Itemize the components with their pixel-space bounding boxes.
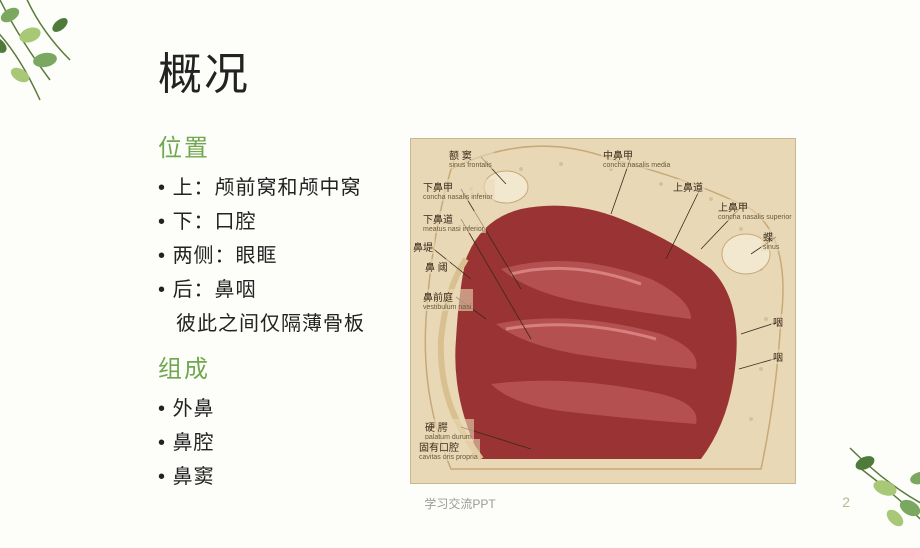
content-block: 位置 上：颅前窝和颅中窝 下：口腔 两侧：眼眶 后：鼻咽 彼此之间仅隔薄骨板 组… <box>158 120 408 494</box>
anatomy-diagram: 额 窦sinus frontalis 中鼻甲concha nasalis medi… <box>410 138 796 484</box>
anatomy-label: 上鼻道 <box>671 179 705 194</box>
anatomy-label: 中鼻甲concha nasalis media <box>601 147 672 169</box>
footer-text: 学习交流PPT <box>424 495 495 512</box>
anatomy-label: 硬 腭palatum durum <box>423 419 474 441</box>
composition-list: 外鼻 鼻腔 鼻窦 <box>158 392 408 494</box>
anatomy-label: 下鼻甲concha nasalis inferior <box>421 179 495 201</box>
position-item: 后：鼻咽 <box>158 273 408 307</box>
leaf-decoration-bottom <box>810 408 920 548</box>
leaf-decoration-top <box>0 0 120 120</box>
anatomy-label: 鼻 阈 <box>423 259 450 274</box>
position-item: 上：颅前窝和颅中窝 <box>158 171 408 205</box>
composition-item: 外鼻 <box>158 392 408 426</box>
composition-heading: 组成 <box>158 349 408 384</box>
composition-item: 鼻腔 <box>158 426 408 460</box>
position-list: 上：颅前窝和颅中窝 下：口腔 两侧：眼眶 后：鼻咽 彼此之间仅隔薄骨板 <box>158 171 408 341</box>
anatomy-label: 蝶sinus <box>761 229 781 251</box>
anatomy-label: 鼻前庭vestibulum nasi <box>421 289 473 311</box>
position-item: 下：口腔 <box>158 205 408 239</box>
anatomy-label: 额 窦sinus frontalis <box>447 147 494 169</box>
slide-title: 概况 <box>158 38 250 102</box>
page-number: 2 <box>842 494 850 510</box>
anatomy-label: 上鼻甲concha nasalis superior <box>716 199 794 221</box>
anatomy-label: 下鼻道meatus nasi inferior <box>421 211 486 233</box>
position-item: 两侧：眼眶 <box>158 239 408 273</box>
anatomy-label: 鼻堤 <box>411 239 435 254</box>
anatomy-label: 咽 <box>771 314 785 329</box>
composition-item: 鼻窦 <box>158 460 408 494</box>
anatomy-label: 固有口腔cavitas oris propria <box>417 439 480 461</box>
position-heading: 位置 <box>158 128 408 163</box>
position-note: 彼此之间仅隔薄骨板 <box>158 307 408 341</box>
anatomy-label: 咽 <box>771 349 785 364</box>
